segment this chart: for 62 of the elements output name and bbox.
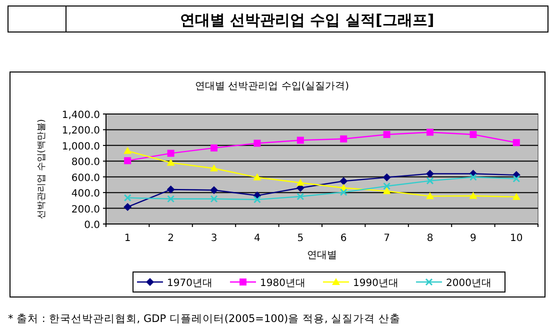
point xyxy=(296,178,304,186)
point xyxy=(340,188,348,196)
point xyxy=(210,186,218,194)
point xyxy=(124,202,132,211)
point xyxy=(167,195,175,203)
point xyxy=(470,131,477,138)
y-tick-label: 1,400.0 xyxy=(62,110,100,121)
x-tick-label: 2 xyxy=(168,233,174,244)
point xyxy=(512,174,520,182)
point xyxy=(340,135,348,142)
point xyxy=(382,173,391,182)
point xyxy=(383,131,390,138)
point xyxy=(426,128,434,136)
point xyxy=(340,177,348,186)
y-tick-label: 600.0 xyxy=(71,172,100,184)
point xyxy=(254,140,261,147)
point xyxy=(167,150,174,157)
point xyxy=(382,187,391,194)
point xyxy=(210,144,218,152)
point xyxy=(253,196,261,204)
y-tick-label: 1,000.0 xyxy=(62,141,100,152)
x-axis-title: 연대별 xyxy=(307,250,337,261)
y-tick-label: 0.0 xyxy=(84,220,100,231)
point xyxy=(166,158,175,166)
text: * 출처 : 한국선박관리협회, GDP 디플레이터(2005=100)을 적용, 실질가격 산출 xyxy=(8,313,400,325)
point xyxy=(124,146,132,154)
x-tick-label: 6 xyxy=(340,233,347,244)
x-tick-label: 5 xyxy=(297,233,304,244)
x-tick-label: 7 xyxy=(384,233,390,244)
point xyxy=(296,136,304,144)
y-tick-label: 200.0 xyxy=(71,204,100,216)
chart-title: 연대별 선박관리업 수입 실적[그래프] xyxy=(180,11,434,29)
point xyxy=(210,164,218,172)
legend-label: 1980년대 xyxy=(260,278,306,289)
x-tick-label: 1 xyxy=(124,233,131,244)
legend-label: 1990년대 xyxy=(353,278,398,289)
y-axis-title: 선박관리업 수입(백만불) xyxy=(37,119,47,219)
x-tick-label: 3 xyxy=(210,233,218,244)
point xyxy=(426,192,434,200)
x-tick-label: 4 xyxy=(254,233,260,244)
point xyxy=(426,170,434,178)
point xyxy=(124,157,132,164)
y-tick-label: 400.0 xyxy=(71,188,100,200)
legend-label: 1970년대 xyxy=(167,278,212,289)
y-tick-label: 800.0 xyxy=(71,157,100,168)
point xyxy=(166,186,175,194)
y-tick-label: 1,200.0 xyxy=(62,126,100,137)
point xyxy=(469,173,477,181)
x-tick-label: 9 xyxy=(470,233,476,244)
chart-subtitle: 연대별 선박관리업 수입(실질가격) xyxy=(194,81,350,92)
point xyxy=(296,192,304,200)
legend-label: 2000년대 xyxy=(446,278,492,289)
point xyxy=(512,192,520,200)
x-tick-label: 10 xyxy=(510,233,523,244)
point xyxy=(512,139,520,146)
point xyxy=(426,177,434,185)
point xyxy=(253,173,262,180)
point xyxy=(383,182,391,190)
point xyxy=(469,192,478,199)
x-tick-label: 8 xyxy=(426,233,434,244)
point xyxy=(124,194,132,202)
point xyxy=(210,195,218,203)
